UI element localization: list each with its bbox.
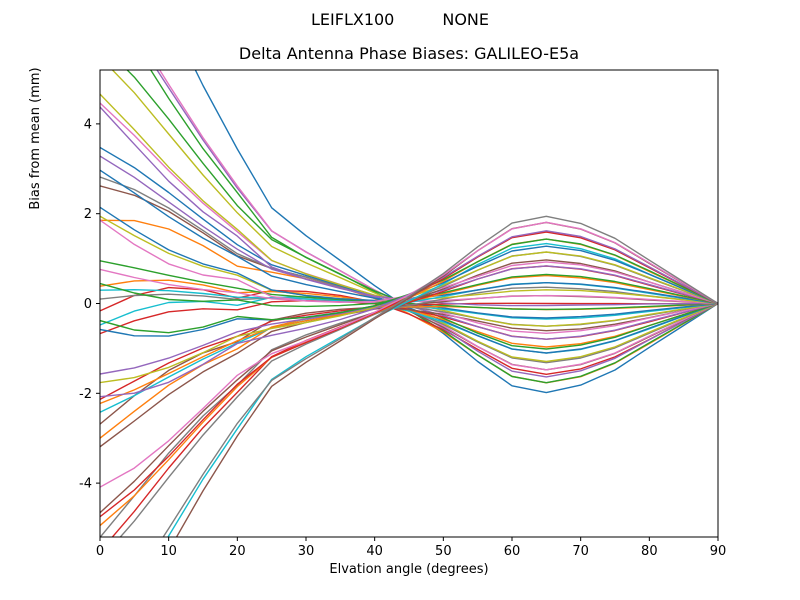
y-tick-label: -4 <box>79 477 92 492</box>
series-line <box>100 146 718 354</box>
x-tick-label: 40 <box>366 544 383 559</box>
y-axis-label: Bias from mean (mm) <box>28 67 43 210</box>
series-line <box>100 238 718 527</box>
series-line <box>100 221 718 488</box>
series-line <box>100 106 718 307</box>
suptitle-antenna-label: LEIFLX100 <box>311 10 395 29</box>
series-line <box>100 93 718 327</box>
y-tick-label: 2 <box>84 207 92 222</box>
y-tick-label: 0 <box>84 297 92 312</box>
series-line <box>162 215 718 537</box>
x-tick-label: 30 <box>298 544 315 559</box>
x-tick-label: 70 <box>572 544 589 559</box>
x-tick-label: 0 <box>96 544 104 559</box>
series-line <box>100 265 718 375</box>
suptitle-radome-label: NONE <box>442 10 489 29</box>
x-tick-label: 50 <box>435 544 452 559</box>
x-axis-label: Elvation angle (degrees) <box>329 562 489 577</box>
y-tick-label: -2 <box>79 387 92 402</box>
series-line <box>100 286 718 537</box>
x-tick-label: 90 <box>710 544 727 559</box>
suptitle: LEIFLX100 NONE <box>0 10 800 29</box>
series-line <box>167 242 718 537</box>
x-tick-label: 10 <box>160 544 177 559</box>
x-tick-label: 60 <box>504 544 521 559</box>
series-line <box>100 260 718 311</box>
y-tick-label: 4 <box>84 117 92 132</box>
axes-title: Delta Antenna Phase Biases: GALILEO-E5a <box>238 44 580 63</box>
x-tick-label: 20 <box>229 544 246 559</box>
series-line <box>111 70 718 363</box>
series-line <box>156 70 718 378</box>
x-tick-label: 80 <box>641 544 658 559</box>
